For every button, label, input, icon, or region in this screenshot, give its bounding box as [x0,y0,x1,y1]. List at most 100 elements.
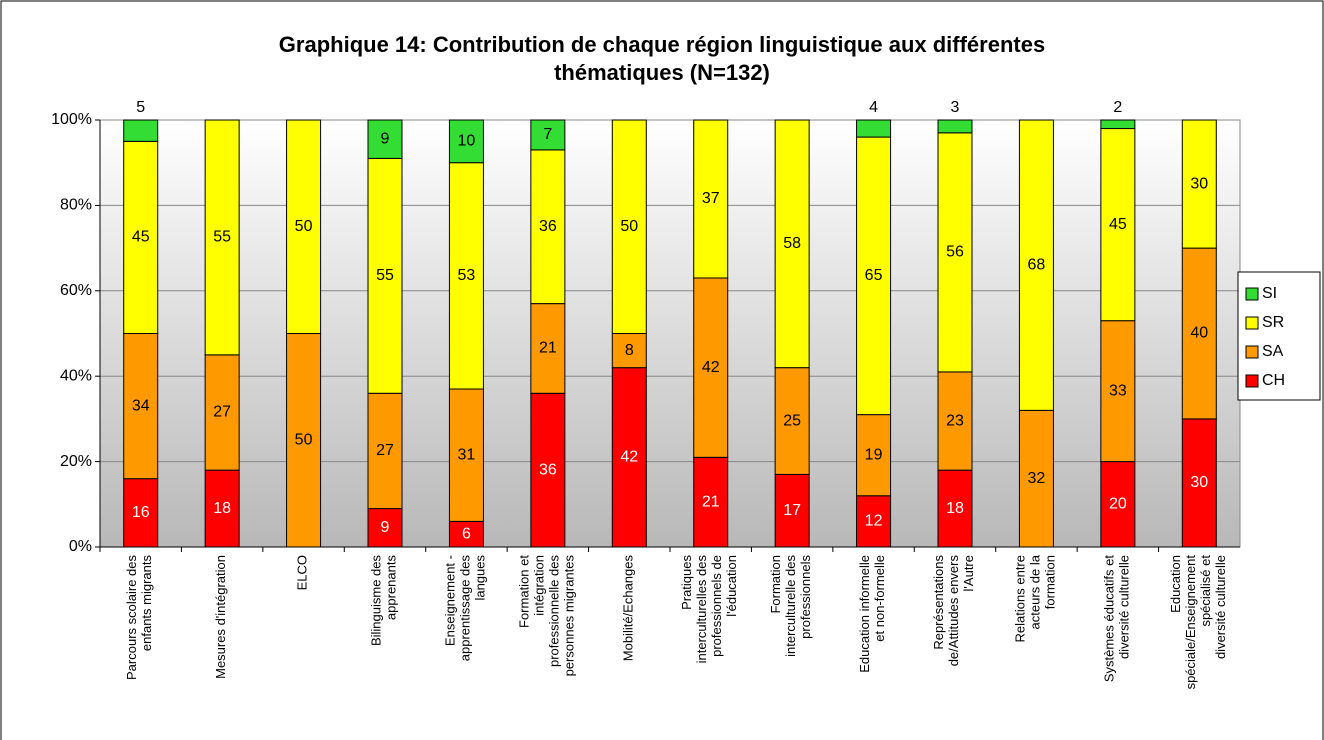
data-label: 58 [783,235,801,252]
data-label: 45 [132,229,150,246]
data-label: 50 [295,218,313,235]
bar-segment [367,392,403,510]
data-label: 40 [1190,325,1208,342]
data-label: 8 [625,342,634,359]
x-tick-label: Mobilité/Echanges [621,555,636,662]
data-label: 34 [132,397,150,414]
data-label: 33 [1109,382,1127,399]
plot-area [99,119,1241,548]
bar-segment [611,119,647,334]
x-tick-label: Bilinguisme desapprenants [369,555,399,647]
bar-segment [530,392,566,548]
data-label: 21 [702,493,720,510]
bar-segment [1181,247,1217,420]
x-tick-label: Parcours scolaire desenfants migrants [125,555,155,680]
bar-segment [1018,409,1054,548]
data-label: 42 [620,449,638,466]
bar-segment [856,136,892,416]
bar-segment [204,469,240,548]
legend-label: SR [1262,314,1284,331]
bar-segment [856,495,892,548]
legend-label: CH [1262,372,1285,389]
bar-segment [1100,320,1136,463]
bar-segment [367,119,403,159]
bar-segment [367,508,403,548]
bar-segment [448,119,484,164]
bar-segment [448,520,484,548]
legend-label: SA [1262,343,1284,360]
data-label: 18 [946,500,964,517]
x-tick-label: Pratiquesinterculturelles desprofessionn… [680,555,740,664]
legend-swatch [1245,287,1259,301]
x-tick-label: Education informelleet non-formelle [858,555,888,673]
data-label: 6 [462,525,471,542]
data-label: 3 [951,99,960,116]
data-label: 68 [1028,256,1046,273]
data-label: 9 [381,519,390,536]
data-label: 19 [865,446,883,463]
data-label: 12 [865,513,883,530]
data-label: 37 [702,190,720,207]
data-label: 30 [1190,175,1208,192]
bar-segment [123,140,159,334]
bar-segment [774,119,810,369]
bar-segment [856,414,892,497]
data-label: 53 [458,267,476,284]
data-label: 55 [213,229,231,246]
bar-segment [856,119,892,138]
data-label: 50 [295,431,313,448]
legend-swatch [1245,345,1259,359]
x-tick-label: Enseignement -apprentissage deslangues [443,555,488,662]
x-tick-label: Educationspéciale/Enseignementspécialisé… [1168,555,1228,690]
data-label: 23 [946,412,964,429]
legend-swatch [1245,316,1259,330]
bar-segment [367,157,403,394]
data-label: 55 [376,267,394,284]
y-tick-label: 0% [69,538,92,555]
y-tick-label: 40% [60,367,92,384]
bar-segment [123,333,159,480]
bar-segment [611,367,647,548]
data-label: 27 [376,442,394,459]
bar-segment [286,119,322,334]
x-tick-label: Relations entreacteurs de laformation [1013,554,1058,642]
y-tick-label: 80% [60,197,92,214]
data-label: 36 [539,461,557,478]
data-label: 21 [539,340,557,357]
data-label: 31 [458,446,476,463]
data-label: 2 [1113,99,1122,116]
bar-segment [1181,119,1217,249]
bar-segment [448,388,484,522]
bar-segment [611,333,647,369]
bar-segment [123,119,159,142]
data-label: 18 [213,500,231,517]
y-tick-label: 60% [60,282,92,299]
bar-segment [448,162,484,390]
chart-title: Graphique 14: Contribution de chaque rég… [279,32,1045,85]
data-label: 10 [458,133,476,150]
data-label: 17 [783,502,801,519]
bar-segment [693,456,729,548]
data-label: 65 [865,267,883,284]
bar-segment [1100,461,1136,548]
data-label: 30 [1190,474,1208,491]
bar-segment [937,119,973,134]
bar-segment [1181,418,1217,548]
bar-segment [937,132,973,373]
bar-segment [1018,119,1054,411]
data-label: 50 [620,218,638,235]
bar-segment [774,473,810,548]
data-label: 9 [381,130,390,147]
bar-segment [1100,119,1136,130]
data-label: 16 [132,504,150,521]
data-label: 56 [946,244,964,261]
x-tick-label: Systèmes éducatifs etdiversité culturell… [1102,555,1132,683]
x-tick-label: Mesures d'intégration [214,555,229,679]
data-label: 27 [213,404,231,421]
data-label: 25 [783,412,801,429]
data-label: 36 [539,218,557,235]
data-label: 20 [1109,496,1127,513]
x-tick-label: Formation etintégrationprofessionnelle d… [517,555,577,677]
y-tick-label: 20% [60,453,92,470]
